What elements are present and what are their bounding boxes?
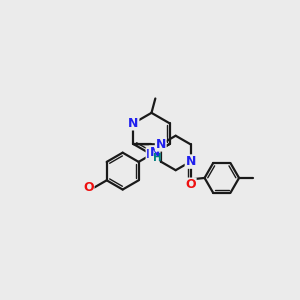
- Text: O: O: [185, 178, 196, 191]
- Text: N: N: [146, 148, 157, 161]
- Text: N: N: [149, 146, 160, 159]
- Text: N: N: [156, 138, 166, 151]
- Text: N: N: [185, 155, 196, 168]
- Text: H: H: [153, 153, 161, 163]
- Text: N: N: [128, 117, 139, 130]
- Text: O: O: [83, 181, 94, 194]
